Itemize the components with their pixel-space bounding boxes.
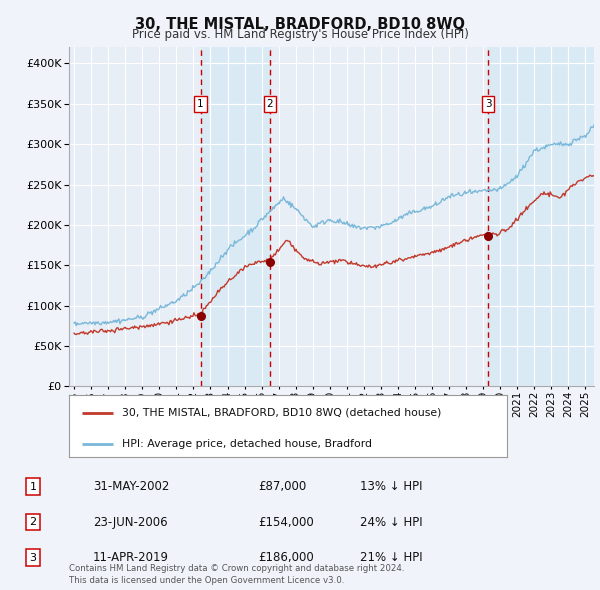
- Text: 30, THE MISTAL, BRADFORD, BD10 8WQ (detached house): 30, THE MISTAL, BRADFORD, BD10 8WQ (deta…: [122, 408, 441, 418]
- Text: Price paid vs. HM Land Registry's House Price Index (HPI): Price paid vs. HM Land Registry's House …: [131, 28, 469, 41]
- Text: 21% ↓ HPI: 21% ↓ HPI: [360, 551, 422, 564]
- Text: HPI: Average price, detached house, Bradford: HPI: Average price, detached house, Brad…: [122, 438, 371, 448]
- Text: Contains HM Land Registry data © Crown copyright and database right 2024.
This d: Contains HM Land Registry data © Crown c…: [69, 565, 404, 585]
- Text: £87,000: £87,000: [258, 480, 306, 493]
- Text: 30, THE MISTAL, BRADFORD, BD10 8WQ: 30, THE MISTAL, BRADFORD, BD10 8WQ: [135, 17, 465, 31]
- Text: 2: 2: [266, 99, 273, 109]
- Text: 23-JUN-2006: 23-JUN-2006: [93, 516, 167, 529]
- Text: £154,000: £154,000: [258, 516, 314, 529]
- Text: 3: 3: [29, 553, 37, 562]
- Text: 31-MAY-2002: 31-MAY-2002: [93, 480, 169, 493]
- Text: 11-APR-2019: 11-APR-2019: [93, 551, 169, 564]
- Text: £186,000: £186,000: [258, 551, 314, 564]
- Bar: [200, 47, 270, 386]
- Text: 1: 1: [197, 99, 204, 109]
- Text: 3: 3: [485, 99, 491, 109]
- Bar: [488, 47, 594, 386]
- Text: 24% ↓ HPI: 24% ↓ HPI: [360, 516, 422, 529]
- Text: 13% ↓ HPI: 13% ↓ HPI: [360, 480, 422, 493]
- Text: 1: 1: [29, 482, 37, 491]
- Text: 2: 2: [29, 517, 37, 527]
